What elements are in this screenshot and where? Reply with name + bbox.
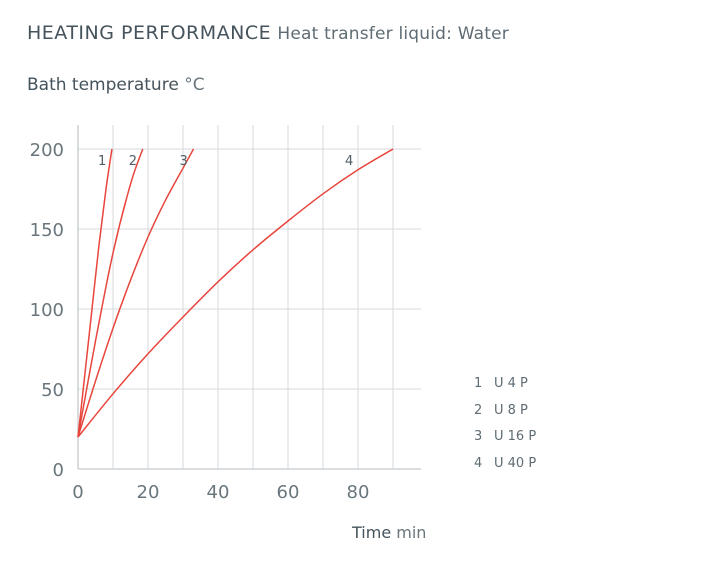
legend-label: U 40 P [494,455,537,471]
series-label-2: 2 [129,154,137,169]
x-axis-label: Time min [352,523,426,542]
title-subtitle: Heat transfer liquid: Water [277,24,509,44]
x-axis-title: Time [352,523,392,542]
series-label-1: 1 [98,154,106,169]
y-tick-label: 100 [30,300,64,321]
legend-number: 2 [474,402,483,418]
x-tick-label: 40 [207,482,230,503]
chart-title: HEATING PERFORMANCE Heat transfer liquid… [27,22,509,44]
x-tick-label: 80 [347,482,370,503]
series-line-2 [77,148,144,438]
legend-number: 1 [474,376,483,391]
legend: 1 U 4 P 2 U 8 P 3 U 16 P 4 U 40 P [474,376,536,482]
series-line-3 [77,148,195,438]
legend-label: U 4 P [494,376,528,391]
legend-number: 4 [474,455,483,471]
legend-number: 3 [474,429,483,444]
series-label-3: 3 [180,154,188,169]
legend-item: 4 U 40 P [474,456,536,483]
legend-item: 3 U 16 P [474,429,536,456]
series-line-1 [77,148,113,438]
legend-item: 2 U 8 P [474,403,536,430]
y-tick-label: 150 [30,220,64,241]
series-label-4: 4 [345,154,353,169]
y-tick-label: 200 [30,140,64,161]
series-line-4 [77,148,394,438]
x-tick-label: 0 [72,482,83,503]
x-tick-label: 20 [137,482,160,503]
y-axis-label: Bath temperature °C [27,75,205,95]
y-axis-title: Bath temperature [27,75,179,95]
legend-label: U 8 P [494,402,528,418]
y-axis-unit: °C [184,75,205,95]
x-tick-label: 60 [277,482,300,503]
title-main: HEATING PERFORMANCE [27,22,272,44]
y-tick-label: 0 [53,460,64,481]
legend-label: U 16 P [494,429,537,444]
y-tick-label: 50 [41,380,64,401]
x-axis-unit: min [396,523,427,542]
legend-item: 1 U 4 P [474,376,536,403]
